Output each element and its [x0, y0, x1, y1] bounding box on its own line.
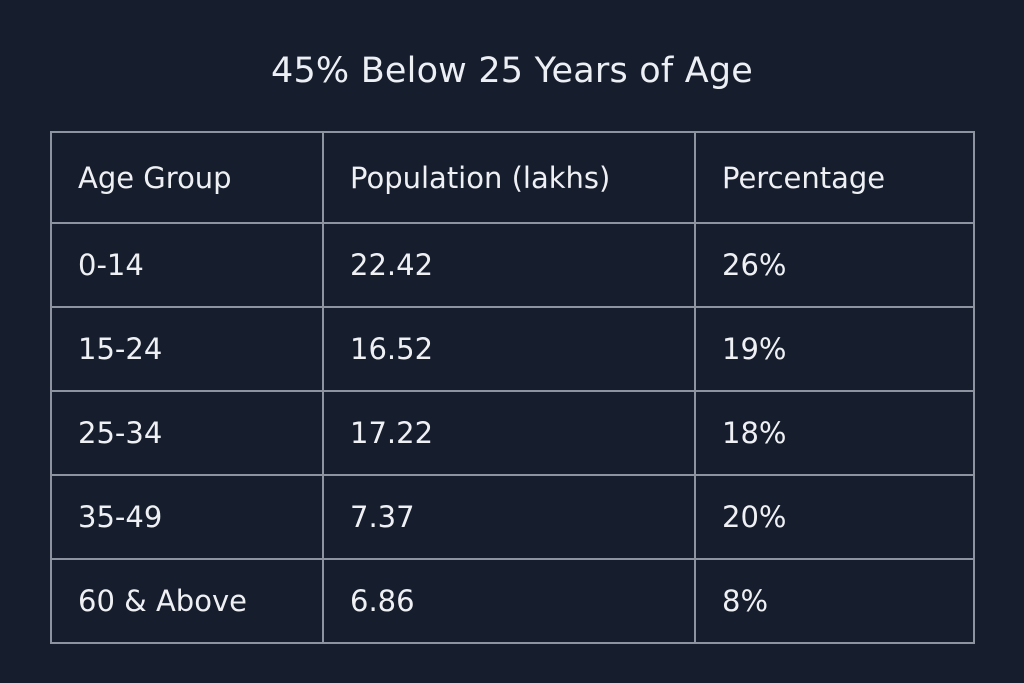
chart-title: 45% Below 25 Years of Age [270, 51, 754, 91]
age-group-cell: 60 & Above [50, 558, 324, 644]
population-cell: 7.37 [322, 474, 696, 560]
percentage-cell: 18% [694, 390, 975, 476]
table-row: 25-34 17.22 18% [50, 390, 975, 476]
table-header-row: Age Group Population (lakhs) Percentage [50, 131, 975, 224]
population-cell: 6.86 [322, 558, 696, 644]
percentage-cell: 20% [694, 474, 975, 560]
age-group-cell: 15-24 [50, 306, 324, 392]
table-row: 0-14 22.42 26% [50, 222, 975, 308]
age-group-cell: 25-34 [50, 390, 324, 476]
age-group-cell: 0-14 [50, 222, 324, 308]
column-header-age-group: Age Group [50, 131, 324, 224]
table-row: 35-49 7.37 20% [50, 474, 975, 560]
percentage-cell: 8% [694, 558, 975, 644]
data-table: Age Group Population (lakhs) Percentage … [50, 131, 975, 644]
table-row: 15-24 16.52 19% [50, 306, 975, 392]
percentage-cell: 26% [694, 222, 975, 308]
population-cell: 17.22 [322, 390, 696, 476]
column-header-percentage: Percentage [694, 131, 975, 224]
percentage-cell: 19% [694, 306, 975, 392]
age-group-cell: 35-49 [50, 474, 324, 560]
column-header-population: Population (lakhs) [322, 131, 696, 224]
table-row: 60 & Above 6.86 8% [50, 558, 975, 644]
population-cell: 16.52 [322, 306, 696, 392]
population-cell: 22.42 [322, 222, 696, 308]
